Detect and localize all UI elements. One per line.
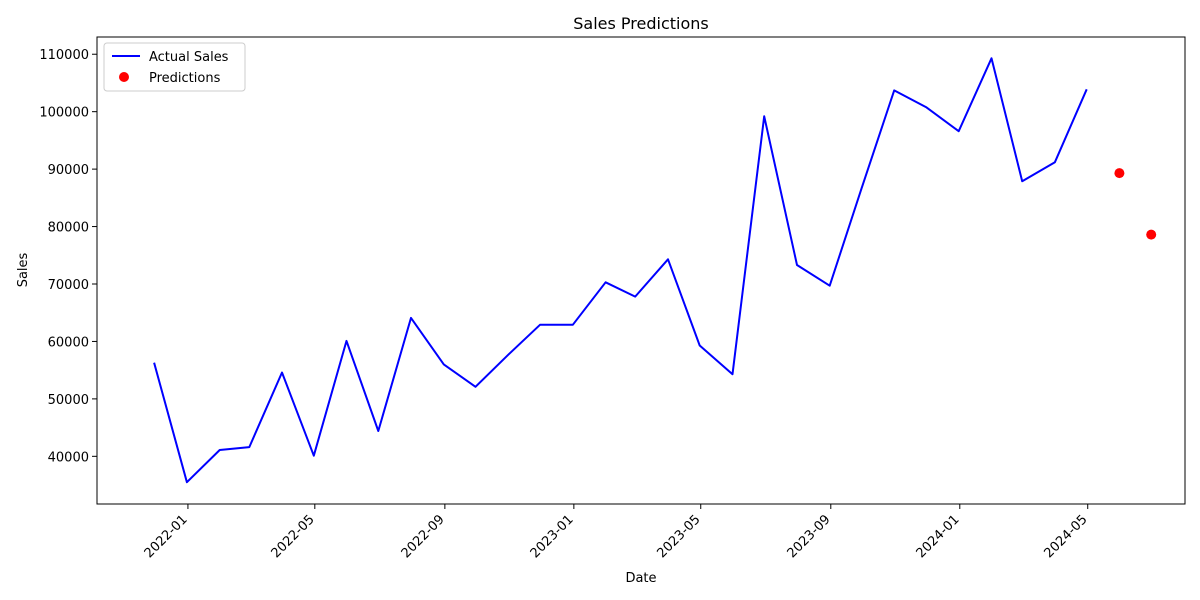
y-tick-label: 40000: [48, 450, 89, 465]
x-tick-label: 2023-01: [528, 512, 577, 561]
y-tick-label: 50000: [48, 393, 89, 408]
x-tick-label: 2024-01: [914, 512, 963, 561]
plot-frame: [96, 36, 1186, 505]
legend-label-predictions: Predictions: [149, 71, 221, 86]
prediction-point: [1146, 229, 1157, 240]
legend-swatch-predictions: [119, 72, 129, 82]
y-axis-title: Sales: [16, 252, 31, 287]
y-tick-label: 80000: [48, 221, 89, 236]
series-line-actual-sales: [153, 57, 1088, 484]
y-tick-label: 100000: [39, 106, 89, 121]
x-tick-label: 2023-09: [785, 512, 834, 561]
x-axis-title: Date: [625, 571, 656, 586]
plot-area: [153, 57, 1157, 484]
x-axis: 2022-01 2022-05 2022-09 2023-01 2023-05 2023-…: [142, 504, 1091, 561]
prediction-point: [1114, 168, 1125, 179]
legend: Actual Sales Predictions: [103, 42, 246, 92]
x-tick-label: 2022-01: [142, 512, 191, 561]
x-tick-label: 2024-05: [1042, 512, 1091, 561]
x-tick-label: 2022-05: [269, 512, 318, 561]
x-tick-label: 2023-05: [655, 512, 704, 561]
legend-label-actual-sales: Actual Sales: [149, 50, 229, 65]
chart-title: Sales Predictions: [573, 14, 709, 33]
y-tick-label: 70000: [48, 278, 89, 293]
y-tick-label: 60000: [48, 335, 89, 350]
y-tick-label: 90000: [48, 163, 89, 178]
x-tick-label: 2022-09: [399, 512, 448, 561]
y-tick-label: 110000: [39, 48, 89, 63]
y-axis: 40000 50000 60000 70000 80000 90000 100000 1100…: [39, 48, 97, 465]
